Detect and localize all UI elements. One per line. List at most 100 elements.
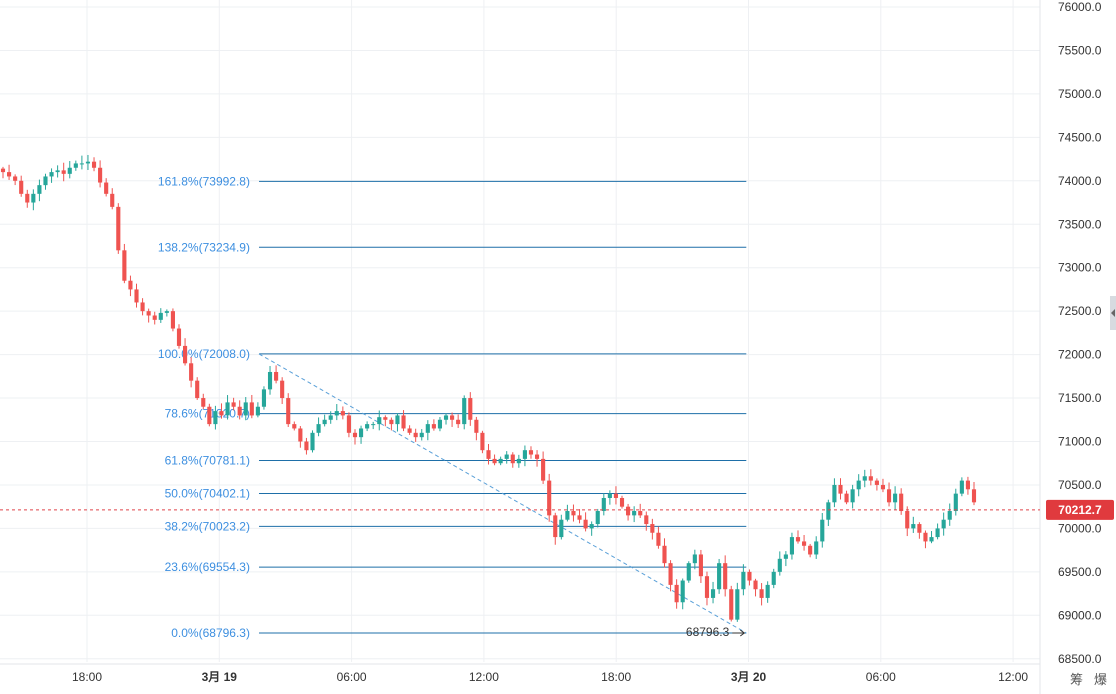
price-tick-label: 72000.0 — [1058, 348, 1102, 362]
time-tick-label: 12:00 — [998, 670, 1028, 684]
fib-trend-line[interactable] — [258, 353, 747, 634]
time-tick-label: 3月 20 — [731, 670, 767, 684]
candle-down — [274, 371, 279, 381]
price-tick-label: 74000.0 — [1058, 174, 1102, 188]
candle-down — [7, 172, 12, 177]
candle-down — [650, 524, 655, 533]
candle-down — [662, 545, 667, 564]
candle-up — [516, 458, 521, 464]
price-tick-label: 69500.0 — [1058, 565, 1102, 579]
candle-up — [686, 563, 691, 581]
candle-up — [735, 589, 740, 620]
candle-down — [249, 402, 254, 416]
current-price-label: 70212.7 — [1058, 503, 1102, 517]
candle-down — [13, 176, 18, 181]
candle-up — [692, 554, 697, 564]
candle-down — [237, 406, 242, 416]
candle-down — [456, 419, 461, 425]
candle-down — [923, 532, 928, 542]
candle-down — [723, 563, 728, 590]
candle-up — [358, 428, 364, 438]
candle-down — [176, 328, 182, 346]
candle-down — [298, 428, 303, 442]
candle-down — [638, 511, 643, 516]
candle-up — [935, 528, 940, 538]
candle-down — [668, 563, 673, 585]
candle-up — [710, 589, 716, 598]
candle-up — [85, 161, 91, 164]
time-tick-label: 3月 19 — [202, 670, 238, 684]
fib-low-price-label: 68796.3 — [686, 625, 730, 639]
candle-down — [280, 380, 285, 399]
candle-down — [25, 193, 30, 203]
candle-down — [231, 402, 236, 407]
candle-down — [795, 537, 801, 542]
candle-up — [765, 584, 770, 598]
candle-up — [953, 493, 958, 512]
candle-down — [182, 345, 188, 364]
candle-down — [170, 311, 175, 329]
candle-up — [310, 432, 315, 451]
candle-down — [547, 480, 552, 516]
candle-down — [104, 182, 109, 194]
candle-down — [541, 458, 546, 481]
candle-up — [419, 432, 424, 438]
candle-up — [607, 493, 612, 498]
candle-down — [431, 424, 436, 429]
candle-down — [759, 589, 764, 598]
candle-up — [820, 519, 825, 542]
corner-glyph-1: 筹 — [1070, 672, 1083, 688]
candle-down — [808, 545, 813, 555]
candle-up — [316, 424, 321, 433]
candle-down — [886, 489, 892, 503]
candle-up — [826, 502, 831, 520]
fibonacci-retracement[interactable]: 161.8%(73992.8) 138.2%(73234.9) 100.0%(720… — [158, 174, 747, 640]
overlay: 70212.7 筹爆 — [0, 296, 1116, 688]
candle-up — [832, 484, 837, 503]
candle-down — [450, 415, 455, 420]
candle-down — [753, 580, 758, 590]
candle-up — [225, 402, 230, 416]
grid — [0, 0, 1040, 662]
candle-up — [893, 493, 898, 503]
candle-down — [868, 476, 873, 481]
candle-up — [814, 541, 819, 555]
candle-up — [717, 563, 722, 590]
candle-down — [146, 311, 151, 316]
candle-down — [116, 206, 121, 251]
candle-down — [61, 170, 66, 174]
fib-level-label: 50.0%(70402.1) — [165, 486, 250, 500]
candle-down — [0, 168, 6, 173]
candle-up — [255, 406, 260, 416]
candle-up — [425, 424, 430, 433]
candle-down — [19, 180, 24, 194]
candle-down — [510, 454, 515, 464]
price-tick-label: 70500.0 — [1058, 478, 1102, 492]
candle-up — [947, 511, 952, 520]
candle-down — [802, 541, 807, 546]
candle-up — [856, 480, 861, 490]
candle-down — [383, 417, 388, 420]
fib-level-label: 100.0%(72008.0) — [158, 347, 250, 361]
candle-down — [352, 432, 358, 438]
candle-down — [413, 432, 418, 438]
candle-down — [905, 511, 910, 529]
time-tick-label: 12:00 — [469, 670, 499, 684]
candle-up — [862, 476, 867, 481]
candle-down — [534, 454, 540, 459]
candle-down — [468, 398, 473, 420]
candle-up — [589, 524, 594, 529]
candle-down — [553, 515, 558, 538]
candle-up — [73, 163, 78, 168]
candle-up — [789, 537, 795, 555]
candle-down — [899, 493, 904, 512]
candle-down — [195, 380, 200, 399]
candle-down — [698, 554, 703, 577]
candle-up — [164, 311, 169, 313]
candle-down — [486, 450, 491, 459]
fib-level-label: 38.2%(70023.2) — [165, 519, 250, 533]
time-tick-label: 18:00 — [601, 670, 631, 684]
